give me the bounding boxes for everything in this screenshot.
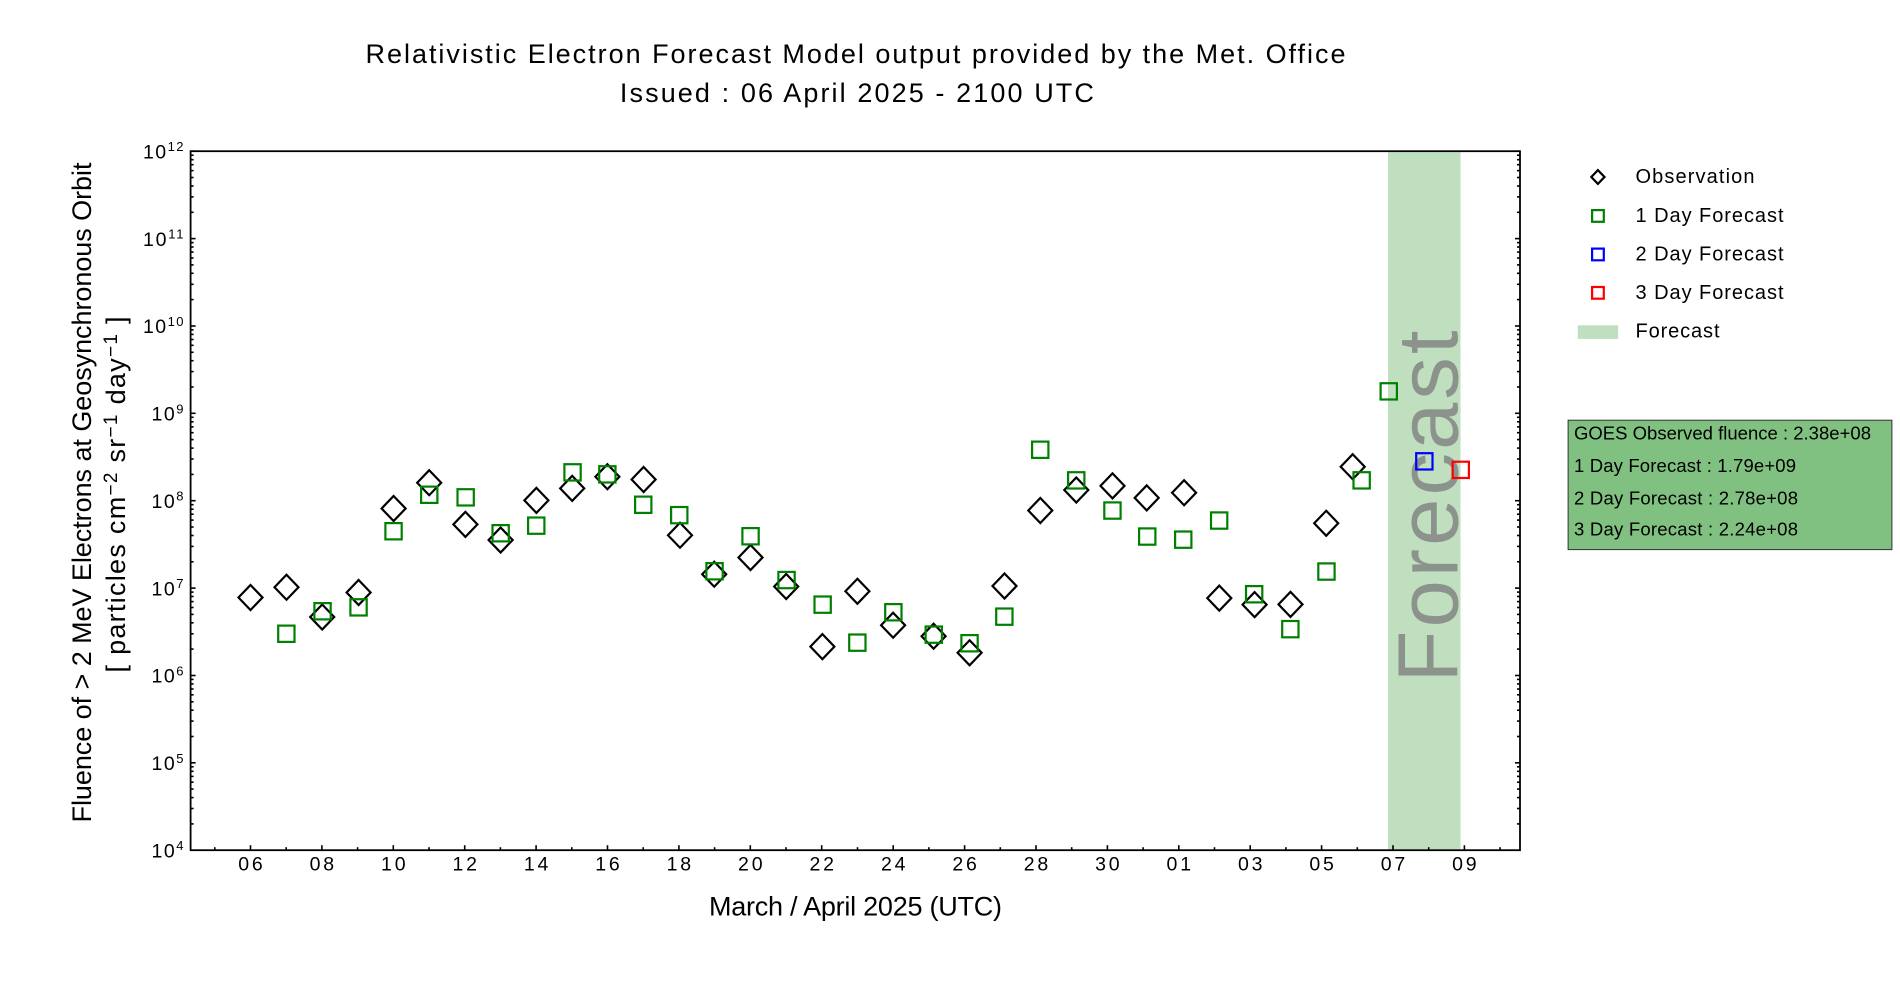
svg-text:Observation: Observation [1636, 166, 1755, 188]
svg-text:3 Day Forecast: 3 Day Forecast [1636, 282, 1784, 304]
svg-text:3 Day Forecast : 2.24e+08: 3 Day Forecast : 2.24e+08 [1574, 518, 1798, 539]
svg-text:1 Day Forecast : 1.79e+09: 1 Day Forecast : 1.79e+09 [1574, 455, 1796, 476]
svg-text:1 Day Forecast: 1 Day Forecast [1636, 205, 1784, 227]
svg-text:2 Day Forecast : 2.78e+08: 2 Day Forecast : 2.78e+08 [1574, 487, 1798, 508]
svg-text:Forecast: Forecast [1636, 321, 1720, 343]
svg-text:March / April 2025 (UTC): March / April 2025 (UTC) [709, 891, 1002, 921]
svg-text:Fluence of > 2 MeV Electrons a: Fluence of > 2 MeV Electrons at Geosynch… [67, 162, 97, 822]
svg-text:2 Day Forecast: 2 Day Forecast [1636, 243, 1784, 265]
svg-text:Issued : 06 April 2025 - 2100: Issued : 06 April 2025 - 2100 UTC [620, 78, 1094, 108]
svg-text:108: 10 8 [152, 489, 184, 513]
svg-text:Relativistic Electron Forecast: Relativistic Electron Forecast Model out… [366, 39, 1346, 69]
svg-text:GOES Observed fluence : 2.38e+: GOES Observed fluence : 2.38e+08 [1574, 423, 1871, 444]
